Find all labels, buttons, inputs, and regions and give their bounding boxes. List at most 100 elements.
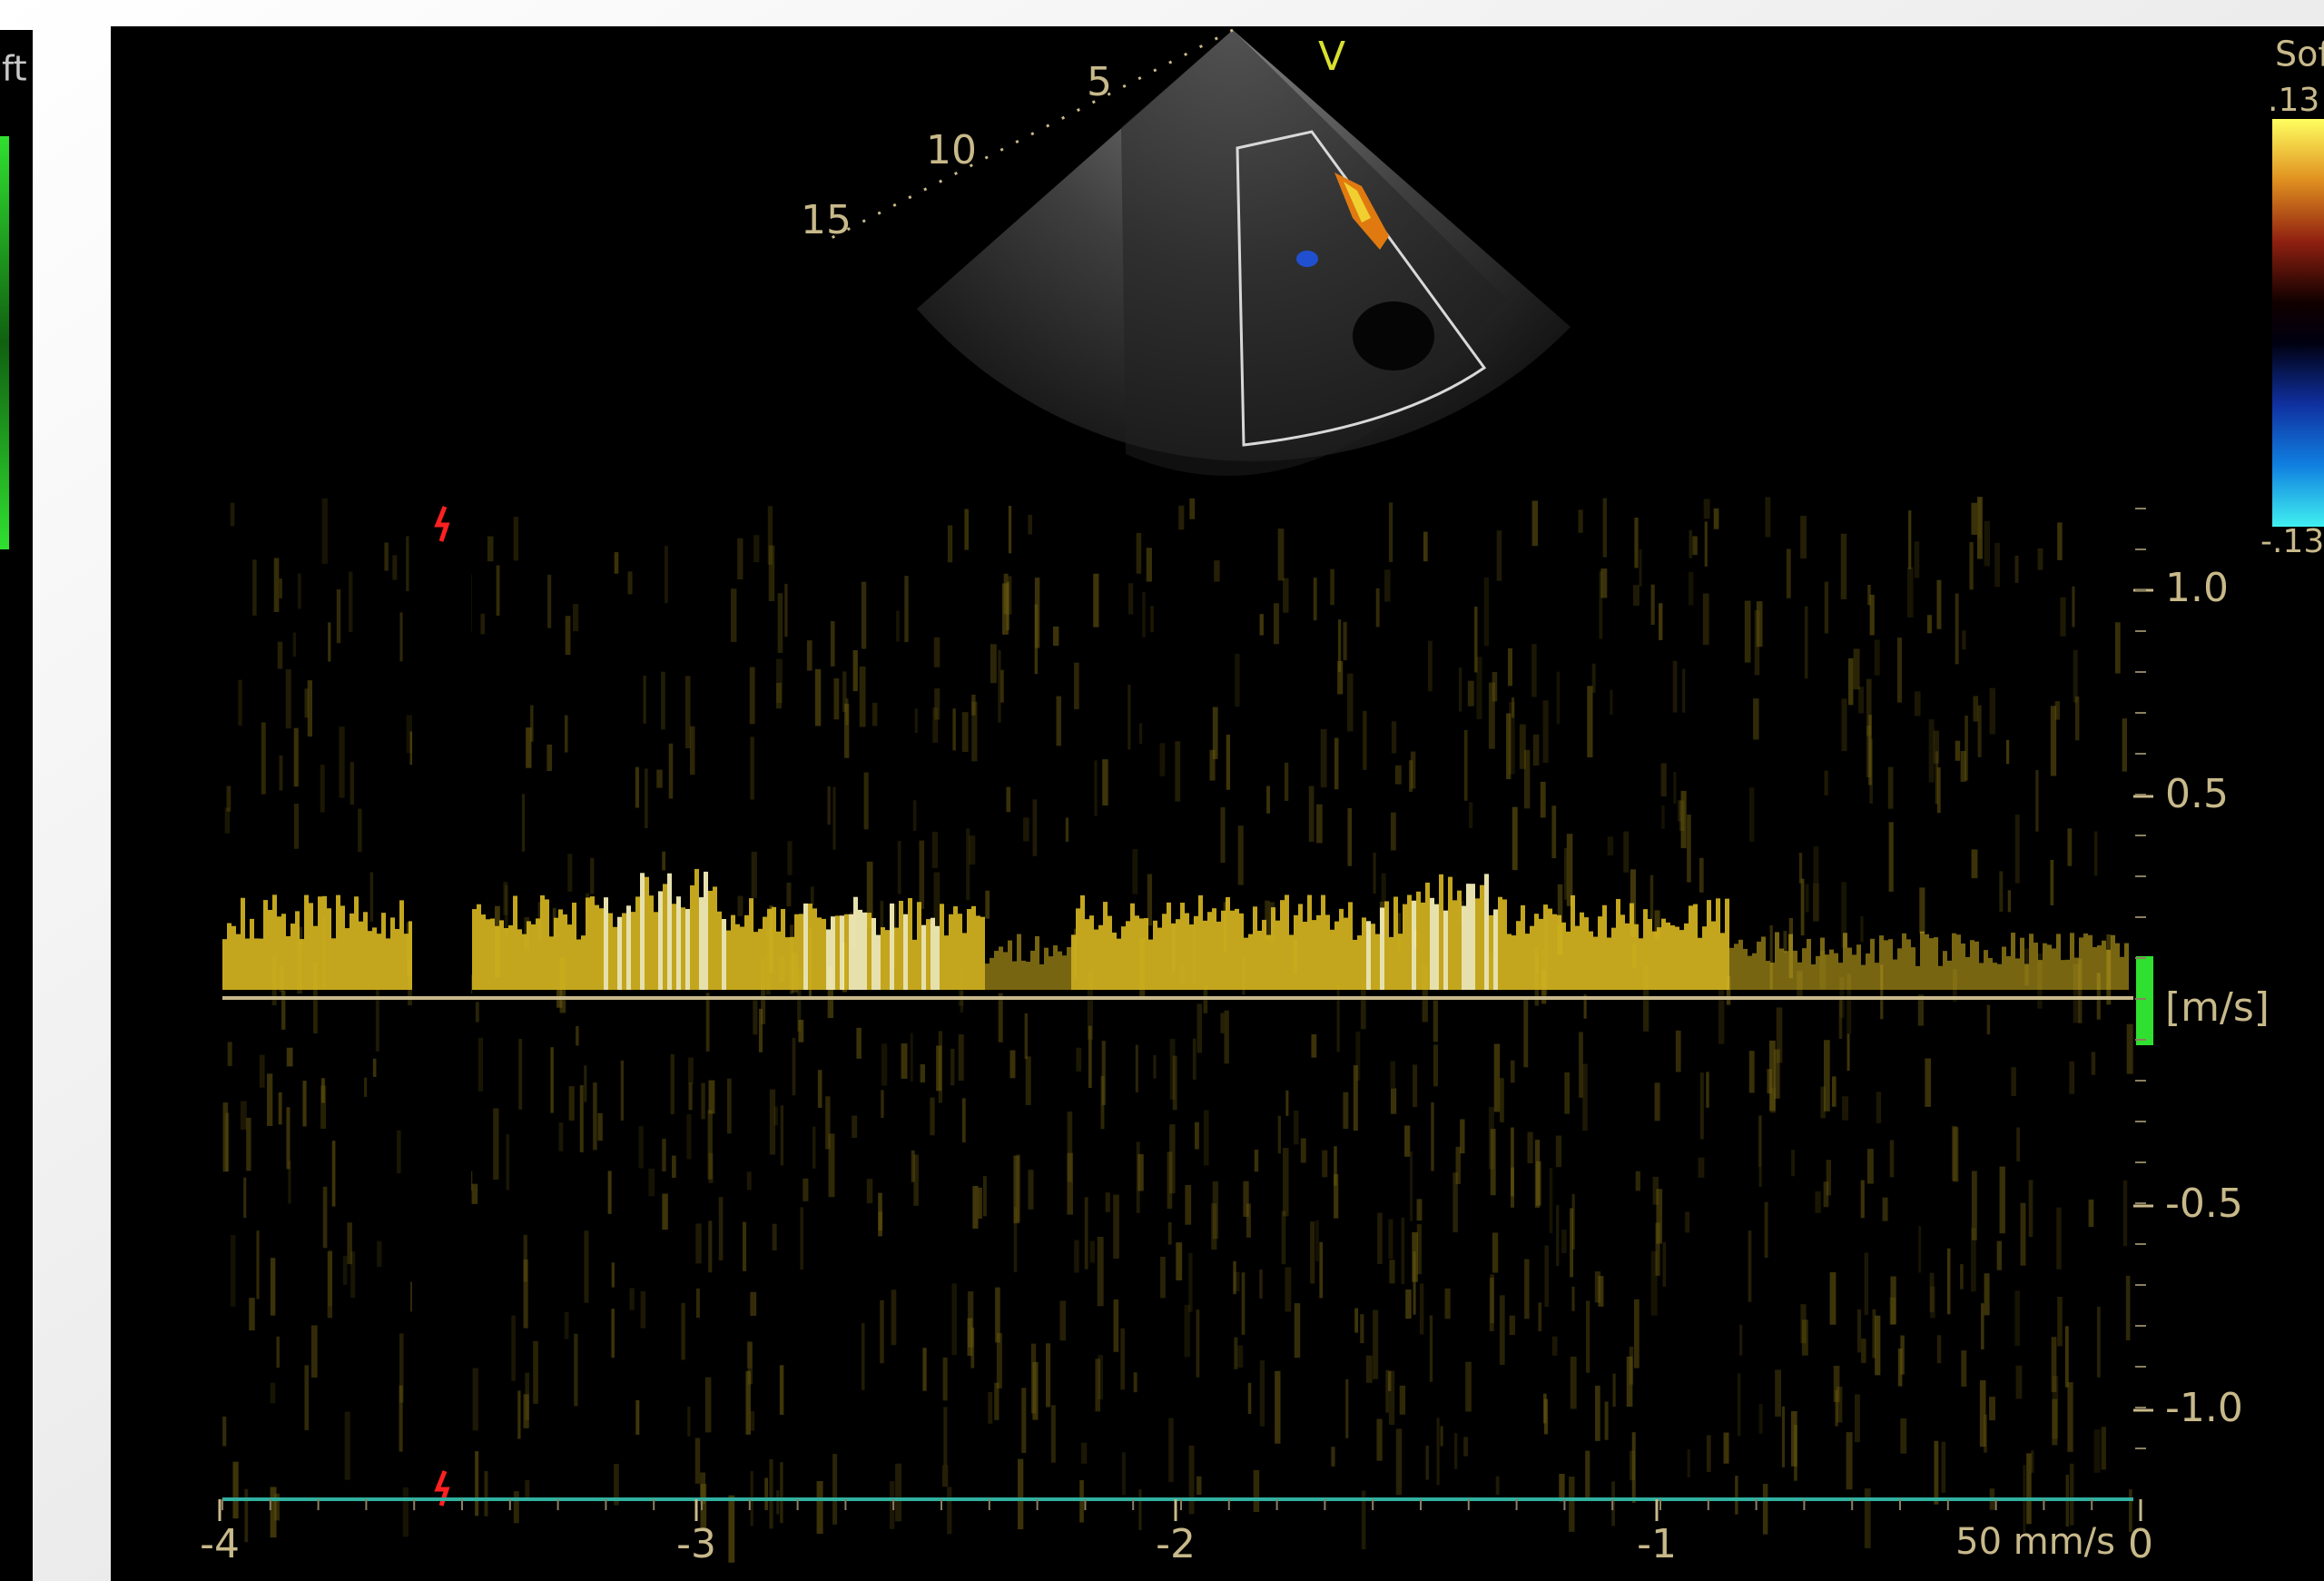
speckle xyxy=(1536,1161,1541,1206)
spectral-envelope xyxy=(2052,948,2056,990)
speckle xyxy=(1700,1072,1704,1139)
spectral-envelope xyxy=(1552,914,1557,990)
spectral-envelope xyxy=(377,934,381,990)
speckle xyxy=(1857,1309,1861,1353)
speckle xyxy=(2000,1167,2005,1234)
speckle xyxy=(302,1081,306,1126)
speckle xyxy=(2075,697,2079,740)
speckle xyxy=(1623,832,1629,873)
speckle xyxy=(244,1489,248,1543)
speckle xyxy=(743,1222,746,1271)
speckle xyxy=(1978,706,1982,757)
speckle xyxy=(518,1039,522,1110)
spectral-envelope xyxy=(2074,958,2079,990)
speckle xyxy=(1981,1303,1984,1349)
spectral-envelope xyxy=(241,898,245,990)
spectral-envelope xyxy=(1788,934,1793,990)
spectral-envelope xyxy=(1103,902,1108,990)
speckle xyxy=(311,1325,318,1378)
speckle xyxy=(1724,1433,1729,1464)
speckle xyxy=(1900,1418,1906,1454)
speckle xyxy=(971,702,977,762)
speckle xyxy=(1692,536,1698,555)
speckle xyxy=(350,762,354,805)
speckle xyxy=(1651,585,1655,625)
speckle xyxy=(1987,1005,1990,1035)
speckle xyxy=(1689,572,1693,606)
spectral-envelope xyxy=(1988,958,1993,990)
spectral-envelope xyxy=(690,885,694,990)
speckle xyxy=(1632,1432,1636,1503)
speckle xyxy=(1973,696,1978,721)
spectral-envelope xyxy=(640,873,645,990)
speckle xyxy=(2097,1307,2101,1378)
speckle xyxy=(1783,931,1787,953)
spectral-envelope xyxy=(1934,937,1938,990)
spectral-envelope xyxy=(1194,916,1198,990)
color-flow xyxy=(1296,251,1318,267)
speckle xyxy=(345,1412,350,1480)
speckle xyxy=(485,1471,488,1517)
speckle xyxy=(511,1316,516,1381)
baseline-marker[interactable] xyxy=(2136,956,2153,1045)
spectral-envelope xyxy=(1616,899,1620,990)
spectral-envelope xyxy=(826,929,831,990)
speckle xyxy=(1688,1449,1690,1477)
spectral-envelope xyxy=(1366,921,1371,990)
speckle xyxy=(261,722,266,794)
speckle xyxy=(1787,548,1791,598)
speckle xyxy=(1492,1232,1498,1272)
speckle xyxy=(1138,1489,1141,1530)
spectral-envelope xyxy=(1716,898,1720,990)
spectral-envelope xyxy=(1412,901,1416,990)
spectral-envelope xyxy=(1620,914,1625,990)
spectral-envelope xyxy=(744,915,749,990)
spectral-envelope xyxy=(1339,909,1344,990)
speckle xyxy=(728,1496,734,1563)
spectral-envelope xyxy=(1157,928,1162,990)
speckle xyxy=(662,1139,665,1171)
spectral-envelope xyxy=(1303,922,1307,990)
speckle xyxy=(1492,672,1497,701)
page: ft 5 10 15 V Sof .13 -.13 1.00.5-0.5-1.0… xyxy=(0,0,2324,1581)
speckle xyxy=(1825,582,1828,634)
speckle xyxy=(1661,805,1664,829)
spectral-envelope xyxy=(899,901,903,990)
speckle xyxy=(1763,1484,1768,1535)
spectral-envelope xyxy=(708,891,713,990)
spectral-envelope xyxy=(1185,914,1189,990)
speckle xyxy=(1035,605,1038,675)
speckle xyxy=(1930,1273,1935,1312)
speckle xyxy=(1338,619,1341,672)
speckle xyxy=(685,677,691,749)
speckle xyxy=(2126,1276,2131,1340)
speckle xyxy=(872,703,878,726)
speckle xyxy=(1354,1065,1358,1131)
speckle xyxy=(1633,585,1640,606)
speckle xyxy=(1067,1153,1073,1215)
speckle xyxy=(287,1048,293,1067)
speckle xyxy=(225,807,231,833)
spectral-envelope xyxy=(849,914,853,990)
speckle xyxy=(1538,1302,1541,1331)
speckle xyxy=(1433,1000,1438,1042)
speckle xyxy=(1282,1211,1286,1265)
spectral-envelope xyxy=(1330,930,1334,990)
speckle xyxy=(828,786,831,825)
speckle xyxy=(1373,1309,1378,1378)
speckle xyxy=(1188,1253,1192,1312)
speckle xyxy=(959,1034,964,1081)
spectral-envelope xyxy=(840,915,844,990)
speckle xyxy=(1556,1135,1561,1167)
spectral-envelope xyxy=(549,936,554,990)
speckle xyxy=(2123,1181,2127,1247)
speckle xyxy=(565,716,568,753)
speckle xyxy=(904,576,908,642)
speckle xyxy=(241,1102,247,1131)
speckle xyxy=(1541,782,1546,817)
spectral-envelope xyxy=(1961,944,1965,990)
speckle xyxy=(1316,805,1323,844)
speckle xyxy=(1051,1405,1056,1462)
speckle xyxy=(1392,721,1396,753)
speckle xyxy=(573,604,578,631)
